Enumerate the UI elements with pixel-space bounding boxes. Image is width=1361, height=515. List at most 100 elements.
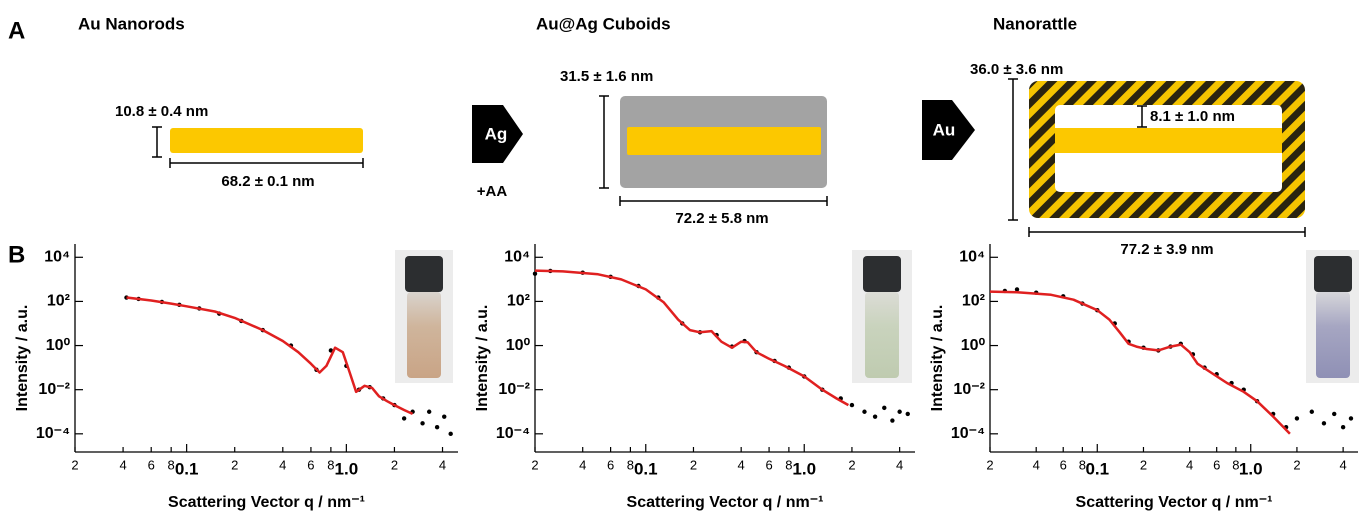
y-tick-label: 10⁰ [961,337,986,354]
step-title: Nanorattle [993,14,1077,33]
panel-label: A [8,17,25,44]
y-tick-label: 10⁻⁴ [951,425,985,442]
x-tick-label: 6 [1060,457,1067,472]
arrow-label: Ag [485,124,508,143]
fit-line [990,292,1290,434]
y-tick-label: 10⁻² [498,381,530,398]
x-tick-label: 8 [785,457,792,472]
figure: A Au Nanorods Au@Ag Cuboids Nanorattle 1… [0,0,1361,515]
data-point [1322,421,1326,425]
fit-line [127,298,413,414]
x-tick-label: 1.0 [792,459,816,478]
y-axis-label: Intensity / a.u. [929,305,946,412]
x-tick-label: 4 [119,457,126,472]
vial-photo [852,250,912,383]
data-point [906,412,910,416]
x-axis-label: Scattering Vector q / nm⁻¹ [1076,494,1273,511]
data-point [533,272,537,276]
x-tick-label: 0.1 [175,459,199,478]
x-tick-label: 2 [690,457,697,472]
y-tick-label: 10⁻⁴ [36,425,70,442]
x-tick-label: 0.1 [634,459,658,478]
x-tick-label: 4 [579,457,586,472]
y-tick-label: 10⁻⁴ [496,425,530,442]
x-tick-label: 2 [986,457,993,472]
x-tick-label: 4 [1033,457,1040,472]
y-tick-label: 10⁴ [959,249,985,266]
dimension-label: 31.5 ± 1.6 nm [560,68,653,85]
dimension-label: 68.2 ± 0.1 nm [221,173,314,190]
x-tick-label: 4 [1340,457,1347,472]
vial-photo [1306,250,1359,383]
x-tick-label: 4 [896,457,903,472]
panel-label: B [8,241,25,268]
y-tick-label: 10² [47,293,70,310]
data-point [448,432,452,436]
x-axis-label: Scattering Vector q / nm⁻¹ [627,494,824,511]
data-point [862,410,866,414]
data-point [427,410,431,414]
nanorod [1055,128,1282,153]
y-axis-label: Intensity / a.u. [474,305,491,412]
x-tick-label: 2 [71,457,78,472]
data-point [850,403,854,407]
y-tick-label: 10⁴ [44,249,70,266]
dimension-label: 36.0 ± 3.6 nm [970,61,1063,78]
x-tick-label: 2 [848,457,855,472]
vial-photo [395,250,453,383]
dimension-label: 10.8 ± 0.4 nm [115,103,208,120]
x-tick-label: 2 [531,457,538,472]
x-tick-label: 6 [765,457,772,472]
dimension-label: 72.2 ± 5.8 nm [675,210,768,227]
y-tick-label: 10⁻² [38,381,70,398]
data-point [1349,416,1353,420]
y-tick-label: 10⁰ [506,337,531,354]
x-tick-label: 6 [307,457,314,472]
y-axis-label: Intensity / a.u. [14,305,31,412]
x-tick-label: 4 [439,457,446,472]
y-tick-label: 10⁻² [953,381,985,398]
x-tick-label: 2 [391,457,398,472]
dimension-label: 8.1 ± 1.0 nm [1150,108,1235,125]
x-tick-label: 8 [168,457,175,472]
data-point [435,425,439,429]
x-tick-label: 6 [607,457,614,472]
x-tick-label: 6 [148,457,155,472]
x-tick-label: 1.0 [335,459,359,478]
data-point [1341,425,1345,429]
nanorod [627,127,821,155]
y-tick-label: 10⁰ [46,337,71,354]
step-title: Au@Ag Cuboids [536,14,671,33]
data-point [1015,287,1019,291]
data-point [890,418,894,422]
x-tick-label: 4 [279,457,286,472]
dimension-label: 77.2 ± 3.9 nm [1120,241,1213,258]
data-point [873,414,877,418]
y-tick-label: 10⁴ [504,249,530,266]
y-tick-label: 10² [507,293,530,310]
x-tick-label: 8 [327,457,334,472]
arrow-label: Au [933,120,956,139]
data-point [442,414,446,418]
x-tick-label: 1.0 [1239,459,1263,478]
x-tick-label: 2 [231,457,238,472]
nanorod [170,128,363,153]
arrow-note: +AA [477,183,508,200]
x-tick-label: 2 [1293,457,1300,472]
step-title: Au Nanorods [78,14,185,33]
x-axis-label: Scattering Vector q / nm⁻¹ [168,494,365,511]
data-point [897,410,901,414]
x-tick-label: 4 [1186,457,1193,472]
x-tick-label: 4 [738,457,745,472]
data-point [1295,416,1299,420]
data-point [882,406,886,410]
x-tick-label: 8 [627,457,634,472]
data-point [1310,410,1314,414]
x-tick-label: 6 [1213,457,1220,472]
data-point [1332,412,1336,416]
data-point [420,421,424,425]
x-tick-label: 0.1 [1085,459,1109,478]
data-point [402,416,406,420]
x-tick-label: 2 [1140,457,1147,472]
fit-line [535,271,848,406]
